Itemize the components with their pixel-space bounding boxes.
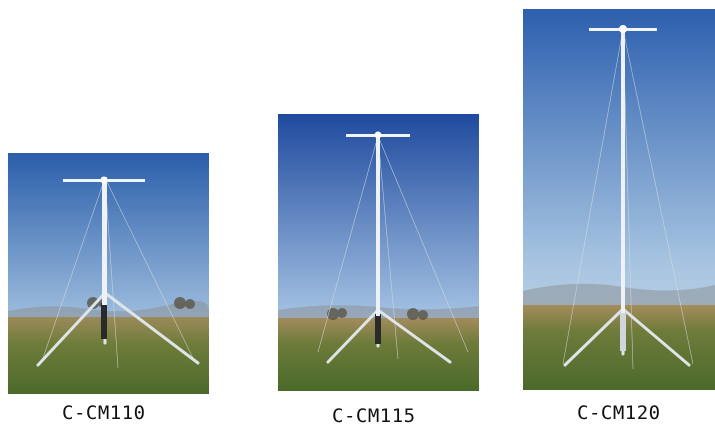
antenna-image	[523, 9, 715, 390]
antenna-image	[8, 153, 209, 394]
field	[8, 317, 209, 394]
mast	[376, 134, 380, 316]
product-caption-c-cm115: C-CM115	[332, 405, 416, 427]
mast-base	[101, 303, 107, 339]
mast	[621, 27, 625, 313]
antenna-photo-c-cm115	[278, 114, 479, 391]
product-caption-c-cm110: C-CM110	[62, 402, 146, 424]
antenna-hub	[619, 25, 627, 33]
distant-hills	[523, 283, 715, 309]
antenna-hub	[374, 131, 382, 139]
mast-base	[620, 309, 626, 351]
product-caption-c-cm120: C-CM120	[577, 402, 661, 424]
mast	[102, 177, 107, 305]
antenna-image	[278, 114, 479, 391]
field	[523, 305, 715, 390]
antenna-hub	[100, 176, 108, 184]
trees	[327, 308, 428, 320]
antenna-photo-c-cm110	[8, 153, 209, 394]
mast-base	[375, 314, 381, 344]
antenna-photo-c-cm120	[523, 9, 715, 390]
guy-wires	[42, 177, 194, 369]
